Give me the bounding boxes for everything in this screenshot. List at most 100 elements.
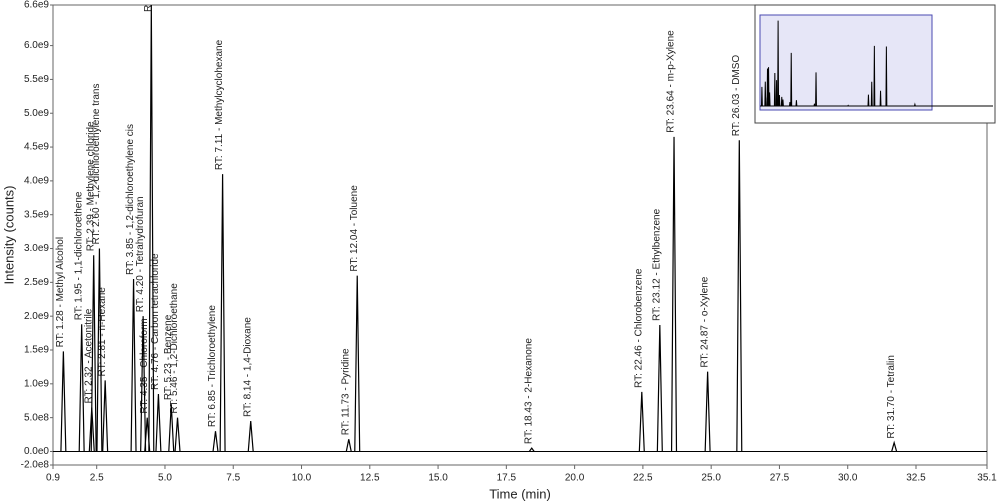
overview-peak [813, 103, 816, 107]
peak [168, 404, 175, 452]
y-tick-label: 4.5e9 [24, 142, 49, 153]
overview-peak [781, 99, 784, 107]
x-tick-label: 20.0 [565, 473, 585, 484]
peak [96, 248, 103, 452]
peak [212, 431, 219, 452]
peak-label: RT: 26.03 - DMSO [731, 55, 742, 137]
peak-label: RT: 2.39 - Methylene chloride [85, 121, 96, 251]
overview-peak [795, 100, 798, 107]
overview-peak [780, 96, 783, 107]
overview-peak [775, 80, 778, 107]
overview-peak [760, 86, 763, 107]
peak-label: RT: 31.70 - Tetralin [886, 355, 897, 439]
peak-label: RT: 2.60 - 1,2-dichloroethylene trans [91, 84, 102, 245]
x-tick-label: 25.0 [701, 473, 721, 484]
x-tick-label: 35.1 [977, 473, 997, 484]
x-tick-label: 15.0 [428, 473, 448, 484]
peak [670, 136, 678, 452]
y-tick-label: 1.5e9 [24, 345, 49, 356]
peak [528, 447, 535, 452]
x-tick-label: 17.5 [497, 473, 517, 484]
x-tick-label: 5.0 [158, 473, 172, 484]
x-tick-label: 12.5 [360, 473, 380, 484]
peak [102, 380, 109, 452]
y-tick-label: 2.5e9 [24, 277, 49, 288]
peak [130, 278, 137, 452]
x-tick-label: 27.5 [770, 473, 790, 484]
peak-label: RT: 2.32 - Acetonitrile [83, 308, 94, 403]
overview-peak [767, 67, 770, 107]
peak-label: RT: 11.73 - Pyridine [340, 348, 351, 435]
peak-label: RT: 5.46 - 1,2-Dichloroethane [169, 283, 180, 414]
peak [140, 316, 147, 452]
peak [148, 5, 155, 452]
y-tick-label: 4.0e9 [24, 176, 49, 187]
peak [704, 371, 711, 452]
overview-peak [778, 94, 781, 107]
peak [174, 417, 181, 452]
x-axis-title: Time (min) [489, 486, 551, 501]
overview-peak [788, 102, 791, 107]
y-tick-label: 3.5e9 [24, 209, 49, 220]
peak [90, 255, 97, 452]
peak [247, 420, 254, 452]
y-axis-title: Intensity (counts) [1, 186, 16, 285]
x-tick-label: 0.9 [46, 473, 60, 484]
x-tick-label: 7.5 [226, 473, 240, 484]
peak-label: RT: 4.76 - Carbon tetrachloride [150, 253, 161, 390]
peak [354, 275, 361, 452]
peak-label: RT: 1.95 - 1,1-dichloroethene [73, 191, 84, 320]
y-tick-label: 1.0e9 [24, 378, 49, 389]
peak [345, 439, 352, 452]
peak-label: RT: 12.04 - Toluene [349, 185, 360, 272]
peak-label: RT: 6.85 - Trichloroethylene [207, 305, 218, 428]
y-tick-label: 2.0e9 [24, 311, 49, 322]
peak [638, 391, 645, 452]
overview-peak [773, 72, 776, 107]
peak-label: RT: 24.87 - o-Xylene [699, 276, 710, 367]
peak-label: RT: 18.43 - 2-Hexanone [523, 338, 534, 444]
peak [219, 174, 226, 452]
y-tick-label: 5.0e8 [24, 412, 49, 423]
overview-peak [768, 92, 771, 107]
overview-peak [764, 81, 767, 107]
x-tick-label: 32.5 [906, 473, 926, 484]
overview-peak [815, 72, 817, 107]
peak-label: RT: 23.64 - m-p-Xylene [666, 30, 677, 133]
overview-peak [913, 102, 916, 107]
peak-label: RT: 5.23 - Benzene [163, 314, 174, 400]
peak-label: RT: 3.85 - 1,2-dichloroethylene cis [125, 124, 136, 275]
peak-label: RT: 22.46 - Chlorobenzene [633, 268, 644, 388]
peak [736, 140, 743, 452]
overview-peak [873, 45, 876, 107]
y-tick-label: 6.6e9 [24, 0, 49, 11]
overview-peak [885, 46, 888, 107]
y-tick-label: 3.0e9 [24, 243, 49, 254]
overview-peak [790, 52, 793, 107]
peak-label: RT: 7.11 - Methylcyclohexane [214, 39, 225, 170]
peak [891, 440, 898, 452]
peak-label: RT: 4.50 - Cyclohexane [143, 0, 154, 12]
overview-window [759, 14, 933, 111]
peak-label: RT: 4.20 - Tetrahydrofuran [135, 196, 146, 312]
overview-peak [847, 104, 850, 107]
peak [78, 324, 85, 452]
x-tick-label: 30.0 [838, 473, 858, 484]
y-tick-label: 6.0e9 [24, 40, 49, 51]
peak [656, 324, 663, 452]
peak-label: RT: 8.14 - 1,4-Dioxane [242, 317, 253, 417]
peak [155, 393, 162, 452]
x-tick-label: 2.5 [90, 473, 104, 484]
peak [60, 351, 67, 452]
y-tick-label: 5.5e9 [24, 74, 49, 85]
peak-label: RT: 1.28 - Methyl Alcohol [55, 237, 66, 347]
overview-peak [867, 94, 870, 107]
overview-peak [777, 20, 780, 107]
overview-peak [870, 81, 873, 107]
x-tick-label: 10.0 [292, 473, 312, 484]
y-tick-label: -2.0e8 [21, 460, 50, 471]
y-tick-label: 5.0e9 [24, 108, 49, 119]
overview-peak [879, 90, 882, 107]
